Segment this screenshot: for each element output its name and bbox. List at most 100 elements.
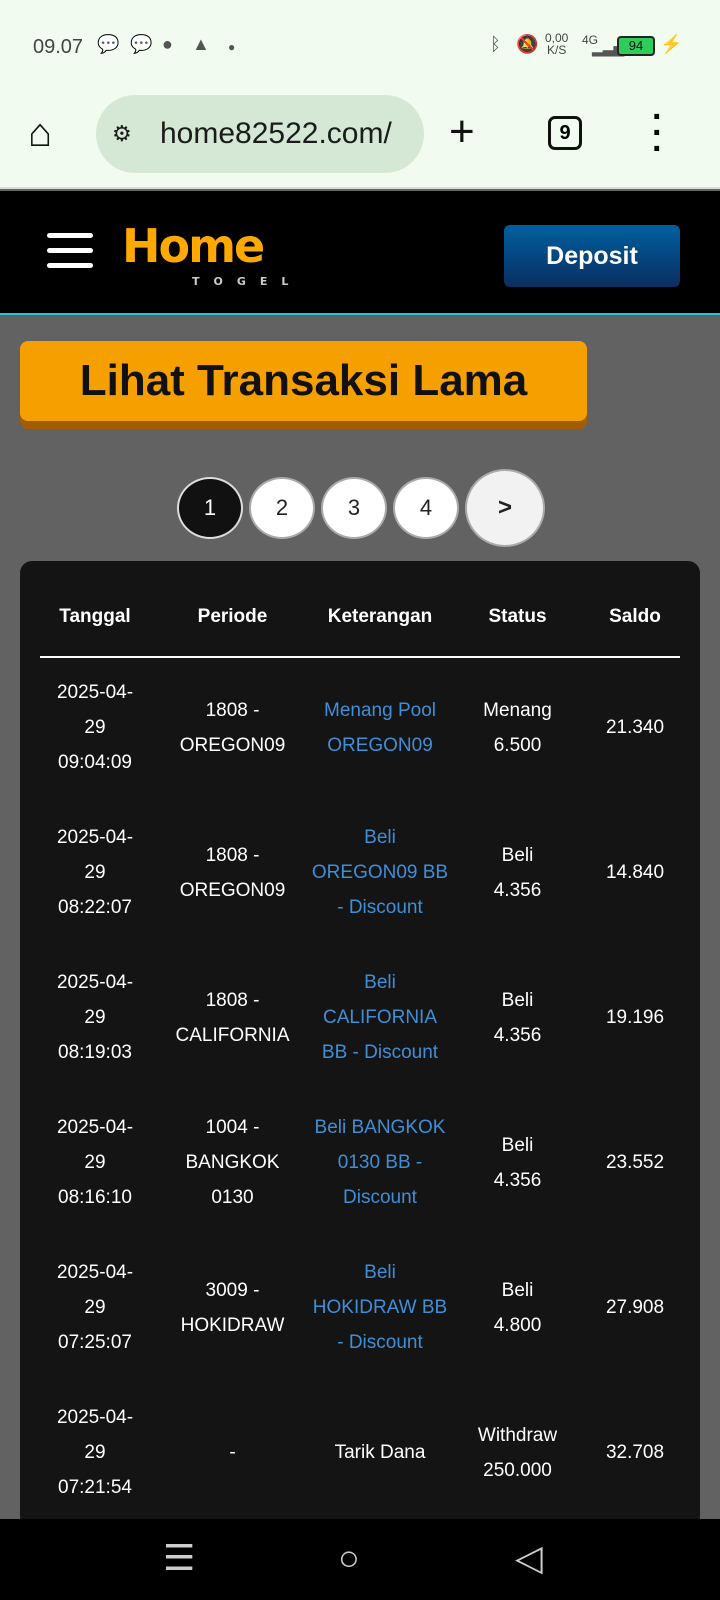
- description-line: Beli: [364, 827, 396, 848]
- old-transactions-button[interactable]: Lihat Transaksi Lama: [20, 341, 587, 421]
- cell-description[interactable]: Beli BANGKOK 0130 BB - Discount: [305, 1090, 455, 1235]
- balance-text: 21.340: [605, 717, 665, 738]
- warning-icon: ▲: [192, 34, 210, 54]
- date-line: 2025-04-: [56, 1407, 134, 1428]
- cell-status: Beli 4.356: [465, 800, 570, 945]
- network-type: 4G: [582, 33, 599, 47]
- period-line: 1808 -: [205, 989, 260, 1011]
- signal-icon: ▂▃▅: [592, 40, 625, 56]
- table-row: 2025-04- 29 07:21:54 - Tarik Dana Withdraw 250…: [20, 1380, 700, 1525]
- period-line: 0130: [211, 1187, 254, 1208]
- description-line: 0130 BB -: [337, 1152, 423, 1173]
- status-line: Beli: [501, 844, 534, 866]
- cell-period: 1808 - CALIFORNIA: [165, 945, 300, 1090]
- cell-description[interactable]: Beli OREGON09 BB - Discount: [305, 800, 455, 945]
- cell-description[interactable]: Menang Pool OREGON09: [305, 655, 455, 800]
- cell-status: Withdraw 250.000: [465, 1380, 570, 1525]
- hamburger-menu-icon[interactable]: [47, 233, 93, 269]
- deposit-button[interactable]: Deposit: [504, 225, 680, 287]
- clock: 09.07: [33, 36, 84, 58]
- date-line: 2025-04-: [56, 1117, 134, 1138]
- cell-balance: 19.196: [580, 945, 690, 1090]
- date-text: 2025-04- 29 07:21:54: [57, 1400, 133, 1505]
- bluetooth-icon: ᛒ: [490, 34, 501, 54]
- browser-toolbar: ⌂ ⚙ home82522.com/ + 9 · · ·: [0, 95, 720, 189]
- page-2-button[interactable]: 2: [249, 477, 315, 539]
- back-icon[interactable]: ◁: [515, 1537, 543, 1578]
- url-text: home82522.com/: [160, 117, 392, 150]
- description-line: BB - Discount: [321, 1042, 439, 1063]
- system-nav-bar: ☰ ○ ◁: [0, 1519, 720, 1600]
- status-text: Menang 6.500: [483, 693, 552, 763]
- menu-icon[interactable]: · · ·: [652, 98, 664, 168]
- page-3-button[interactable]: 3: [321, 477, 387, 539]
- description-line: OREGON09 BB: [311, 862, 449, 883]
- date-line: 07:21:54: [58, 1477, 132, 1498]
- chat-notification-icon: ●: [162, 34, 173, 54]
- date-line: 08:22:07: [58, 897, 132, 918]
- tab-switcher-button[interactable]: 9: [548, 116, 582, 150]
- new-tab-icon[interactable]: +: [449, 107, 475, 156]
- table-row: 2025-04- 29 09:04:09 1808 - OREGON09 Menang P…: [20, 655, 700, 800]
- net-unit: K/S: [547, 43, 567, 57]
- description-line: HOKIDRAW BB: [312, 1297, 448, 1318]
- messenger-notification-icon: 💬: [97, 34, 120, 54]
- status-line: Withdraw: [477, 1424, 558, 1446]
- header-divider: [40, 656, 680, 658]
- cell-date: 2025-04- 29 08:19:03: [30, 945, 160, 1090]
- date-line: 08:19:03: [58, 1042, 132, 1063]
- cell-date: 2025-04- 29 08:16:10: [30, 1090, 160, 1235]
- cell-period: 1808 - OREGON09: [165, 655, 300, 800]
- home-icon[interactable]: ⌂: [28, 111, 53, 155]
- site-header: Home TOGEL Deposit: [0, 191, 720, 315]
- status-bar: 09.07 💬 💬 ● ▲ ● ᛒ 🔕 0,00 K/S 4G ▂▃▅ 94 ⚡: [0, 0, 720, 95]
- cell-description: Tarik Dana: [305, 1380, 455, 1525]
- cell-balance: 27.908: [580, 1235, 690, 1380]
- site-settings-icon[interactable]: ⚙: [112, 121, 132, 146]
- period-line: 1004 -: [205, 1117, 260, 1138]
- date-line: 29: [84, 1442, 106, 1463]
- period-line: CALIFORNIA: [175, 1024, 290, 1046]
- date-line: 08:16:10: [58, 1187, 132, 1208]
- description-line: Beli: [364, 1262, 396, 1283]
- page-4-button[interactable]: 4: [393, 477, 459, 539]
- home-togel-logo[interactable]: Home TOGEL: [122, 219, 303, 288]
- cell-date: 2025-04- 29 08:22:07: [30, 800, 160, 945]
- column-header-keterangan: Keterangan: [327, 606, 433, 627]
- page-1-button[interactable]: 1: [177, 477, 243, 539]
- period-line: BANGKOK: [185, 1152, 280, 1173]
- status-text: Beli 4.800: [494, 1273, 542, 1343]
- column-header-tanggal: Tanggal: [59, 606, 131, 627]
- cell-balance: 23.552: [580, 1090, 690, 1235]
- date-line: 29: [84, 862, 106, 883]
- column-header-status: Status: [488, 606, 547, 627]
- status-line: 4.356: [493, 1169, 542, 1191]
- column-header-periode: Periode: [197, 606, 268, 627]
- period-line: 1808 -: [205, 844, 260, 866]
- description-line: Tarik Dana: [334, 1442, 426, 1463]
- period-line: -: [229, 1442, 236, 1463]
- cell-status: Menang 6.500: [465, 655, 570, 800]
- status-line: 4.800: [493, 1314, 542, 1336]
- status-text: Beli 4.356: [494, 838, 542, 908]
- address-bar[interactable]: ⚙ home82522.com/: [96, 95, 424, 173]
- cell-status: Beli 4.356: [465, 1090, 570, 1235]
- pagination: 1 2 3 4 >: [177, 469, 545, 547]
- recent-apps-icon[interactable]: ☰: [163, 1537, 196, 1578]
- next-page-button[interactable]: >: [465, 469, 545, 547]
- balance-text: 19.196: [605, 1007, 665, 1028]
- cell-balance: 32.708: [580, 1380, 690, 1525]
- balance-text: 27.908: [605, 1297, 665, 1318]
- period-line: 3009 -: [205, 1279, 260, 1301]
- period-line: OREGON09: [179, 879, 286, 901]
- date-line: 2025-04-: [56, 1262, 134, 1283]
- net-speed: 0,00: [545, 31, 569, 45]
- cell-description[interactable]: Beli CALIFORNIA BB - Discount: [305, 945, 455, 1090]
- date-line: 2025-04-: [56, 827, 134, 848]
- period-text: 1004 - BANGKOK 0130: [186, 1110, 280, 1215]
- period-line: OREGON09: [179, 734, 286, 756]
- description-text: Tarik Dana: [335, 1435, 426, 1470]
- cell-description[interactable]: Beli HOKIDRAW BB - Discount: [305, 1235, 455, 1380]
- date-text: 2025-04- 29 08:22:07: [57, 820, 133, 925]
- home-circle-icon[interactable]: ○: [338, 1537, 360, 1578]
